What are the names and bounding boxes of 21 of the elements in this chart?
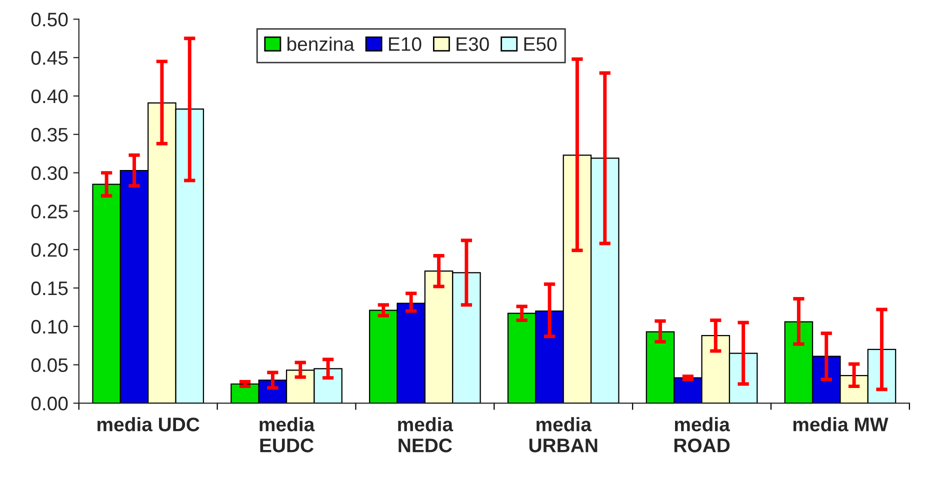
y-tick-label: 0.45 [31, 51, 68, 65]
legend-label: benzina [288, 36, 354, 51]
y-tick-label: 0.10 [31, 320, 68, 334]
x-tick-label: media ROAD [674, 417, 730, 452]
x-tick-label: media EUDC [260, 417, 315, 452]
y-tick-label: 0.15 [31, 281, 68, 296]
x-tick-label: media NEDC [398, 417, 454, 452]
x-tick-label: media UDC [98, 417, 200, 432]
x-tick-label: media URBAN [529, 417, 598, 452]
legend-label: E30 [456, 37, 489, 51]
legend-label: E50 [524, 37, 557, 51]
y-tick-label: 0.40 [31, 89, 68, 104]
y-tick-label: 0.20 [31, 243, 68, 257]
y-tick-label: 0.50 [31, 12, 68, 26]
x-tick-label: media MW [793, 417, 888, 432]
y-tick-label: 0.30 [31, 166, 68, 180]
y-tick-label: 0.35 [31, 128, 68, 142]
y-tick-label: 0.25 [31, 204, 68, 218]
y-tick-label: 0.00 [31, 396, 68, 410]
y-tick-label: 0.05 [31, 358, 68, 372]
legend-label: E10 [389, 37, 422, 51]
